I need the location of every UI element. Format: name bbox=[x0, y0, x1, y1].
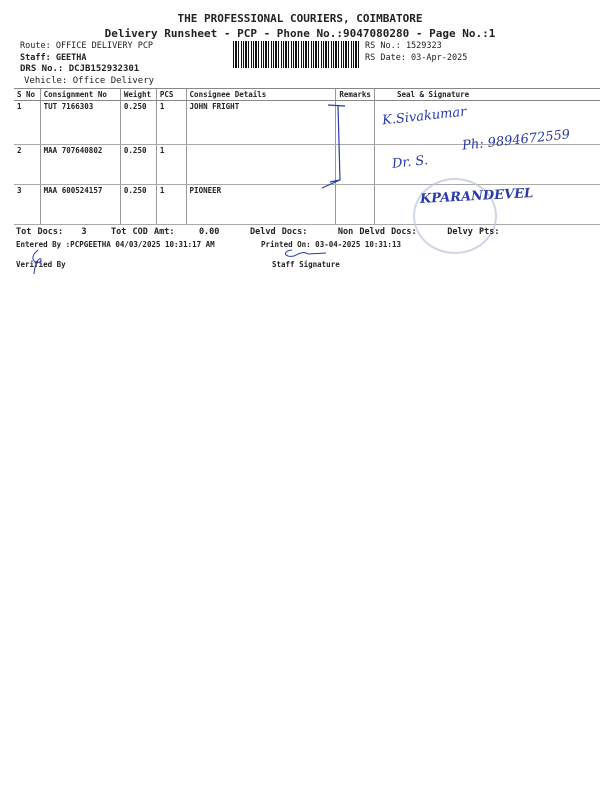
runsheet-title: Delivery Runsheet - PCP - Phone No.:9047… bbox=[104, 27, 496, 40]
cod-amount: 0.00 bbox=[198, 227, 220, 237]
cell-consignment: MAA 707640802 bbox=[39, 144, 121, 185]
table-row: 2 MAA 707640802 0.250 1 bbox=[14, 144, 600, 185]
cell-sno: 2 bbox=[14, 144, 41, 185]
cell-consignee bbox=[185, 144, 336, 185]
cell-seal bbox=[373, 144, 600, 185]
col-pcs: PCS bbox=[155, 88, 187, 101]
cell-remarks bbox=[335, 100, 375, 145]
verifier-signature bbox=[32, 249, 42, 275]
staff-signature-label: Staff Signature bbox=[272, 260, 340, 269]
route: Route: OFFICE DELIVERY PCP bbox=[20, 41, 154, 51]
cell-pcs: 1 bbox=[155, 184, 187, 225]
printed-on: Printed On: 03-04-2025 10:31:13 bbox=[261, 240, 401, 249]
cell-consignment: TUT 7166303 bbox=[39, 100, 121, 145]
delvy-pts: Delvy Pts: bbox=[447, 227, 500, 237]
table-header: S No Consignment No Weight PCS Consignee… bbox=[14, 88, 600, 101]
consignment-table: S No Consignment No Weight PCS Consignee… bbox=[14, 88, 600, 225]
col-seal: Seal & Signature bbox=[373, 88, 600, 101]
rs-no: RS No.: 1529323 bbox=[365, 41, 442, 51]
staff: Staff: GEETHA bbox=[20, 53, 87, 63]
handwritten-title: Dr. S. bbox=[391, 153, 429, 172]
bracket-mark bbox=[321, 104, 346, 189]
col-consignee: Consignee Details bbox=[185, 88, 336, 101]
col-consignment: Consignment No bbox=[39, 88, 121, 101]
cell-weight: 0.250 bbox=[119, 144, 157, 185]
cod-label: Tot COD Amt: bbox=[111, 227, 175, 237]
cell-weight: 0.250 bbox=[119, 184, 157, 225]
cell-sno: 3 bbox=[14, 184, 41, 225]
cell-pcs: 1 bbox=[155, 100, 187, 145]
cell-remarks bbox=[335, 184, 375, 225]
rs-date: RS Date: 03-Apr-2025 bbox=[365, 53, 468, 63]
col-remarks: Remarks bbox=[335, 88, 375, 101]
barcode bbox=[233, 41, 360, 68]
cell-weight: 0.250 bbox=[119, 100, 157, 145]
company-name: THE PROFESSIONAL COURIERS, COIMBATORE bbox=[177, 12, 423, 25]
col-weight: Weight bbox=[119, 88, 157, 101]
verified-by: Verified By bbox=[16, 260, 66, 269]
seal-stamp bbox=[413, 178, 497, 254]
col-sno: S No bbox=[14, 88, 41, 101]
cell-seal bbox=[373, 100, 600, 145]
cell-consignment: MAA 600524157 bbox=[39, 184, 121, 225]
tot-docs: 3 bbox=[81, 227, 87, 237]
cell-sno: 1 bbox=[14, 100, 41, 145]
non-delvd-docs: Non Delvd Docs: bbox=[337, 227, 417, 237]
cell-remarks bbox=[335, 144, 375, 185]
drs-no: DRS No.: DCJB152932301 bbox=[20, 64, 140, 74]
entered-by: Entered By :PCPGEETHA 04/03/2025 10:31:1… bbox=[16, 240, 215, 249]
staff-signature bbox=[285, 249, 327, 257]
totals-row: Tot Docs: 3 Tot COD Amt: 0.00 Delvd Docs… bbox=[16, 227, 499, 237]
vehicle: Vehicle: Office Delivery bbox=[24, 76, 155, 86]
cell-consignee: PIONEER bbox=[185, 184, 336, 225]
table-row: 1 TUT 7166303 0.250 1 JOHN FRIGHT bbox=[14, 100, 600, 145]
delvd-docs: Delvd Docs: bbox=[250, 227, 308, 237]
tot-docs-label: Tot Docs: bbox=[16, 227, 64, 237]
cell-pcs: 1 bbox=[155, 144, 187, 185]
cell-consignee: JOHN FRIGHT bbox=[185, 100, 336, 145]
